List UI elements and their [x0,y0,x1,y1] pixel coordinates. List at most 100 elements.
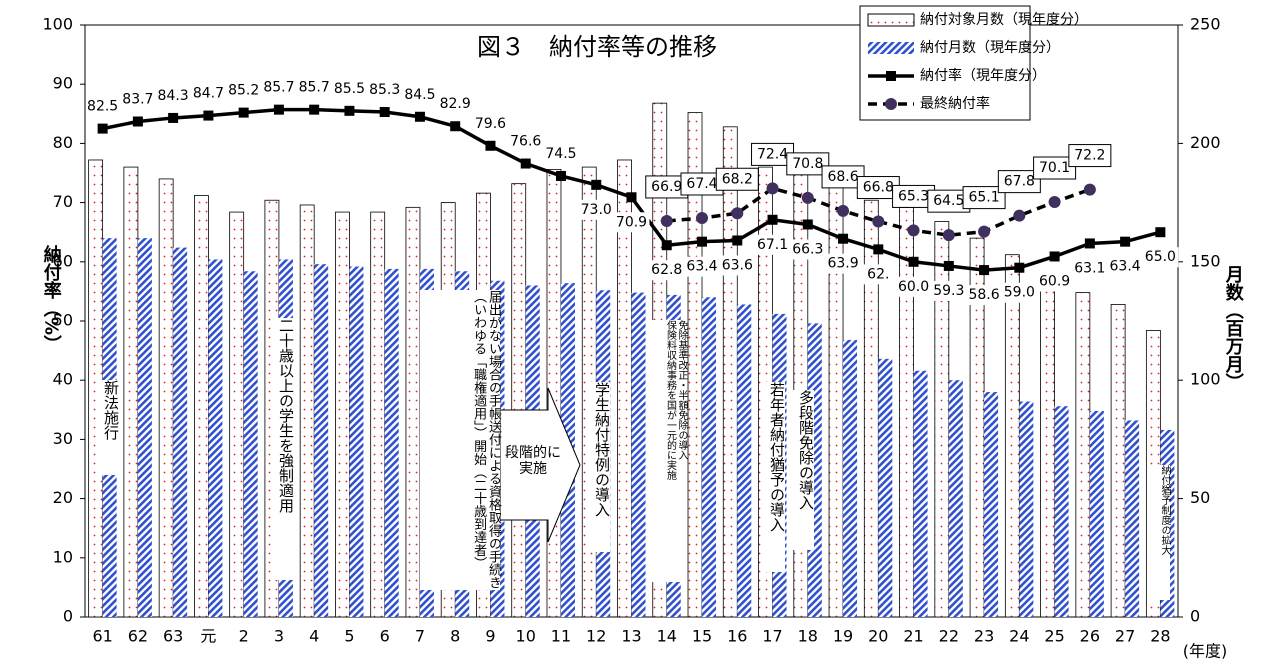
line-marker [591,179,602,190]
line-marker [767,214,778,225]
x-tick-label: 5 [344,627,354,646]
annotation: 段階的に 実施 [505,445,561,478]
value-label: 63.9 [827,256,858,272]
bar [511,183,527,618]
value-label-bg [895,276,932,297]
line-marker [132,116,143,127]
bar [1089,410,1104,617]
bar [384,268,399,617]
line-marker [309,104,320,115]
line-marker [1048,196,1061,209]
bar [158,178,174,618]
bar [335,211,350,618]
value-label: 73.0 [581,202,612,218]
line-marker [168,112,179,123]
bar [843,339,858,617]
value-label: 84.5 [404,87,435,103]
y2-axis-label: 月数（百万月） [1222,265,1244,391]
value-label: 65.0 [1145,249,1176,265]
value-label: 62. [867,266,889,282]
value-label-bg [684,256,721,277]
bar [1040,273,1055,618]
line-marker [1049,251,1060,262]
x-tick-label: 15 [692,627,712,646]
line-marker [801,191,814,204]
legend-label: 納付率（現年度分） [920,67,1046,84]
value-label: 67.8 [1004,174,1035,190]
annotation: 二十歳以上の学生を強制適用 [272,318,295,580]
line-marker [661,240,672,251]
y-tick-label: 40 [53,370,73,389]
bar [299,204,315,618]
value-label: 70.9 [616,214,647,230]
bar [828,183,844,618]
legend-label: 納付対象月数（現年度分） [920,12,1088,28]
value-label: 70.8 [792,156,823,172]
x-tick-label: 4 [309,627,319,646]
value-label: 62.8 [651,262,682,278]
x-tick-label: 20 [868,627,888,646]
value-label: 70.1 [1039,160,1070,176]
value-label: 67.1 [757,237,788,253]
bar [737,304,752,617]
legend-label: 納付月数（現年度分） [920,40,1060,56]
line-marker [766,182,779,195]
value-label-box [962,186,1006,210]
bar [1054,406,1069,617]
line-marker [979,265,990,276]
bar [722,126,738,618]
value-label-bg [930,280,967,301]
legend-label: 最終納付率 [920,95,990,112]
annotation: 学生納付特例の導入 [588,382,611,552]
bar [314,264,329,617]
bar [1019,401,1034,617]
value-label-bg [578,199,615,220]
bar [1004,254,1020,618]
bar [878,358,893,617]
x-tick-label: 3 [274,627,284,646]
y-tick-label: 0 [63,607,73,626]
bar [1125,420,1140,617]
value-label: 63.4 [686,259,717,275]
line-marker [802,219,813,230]
line-marker [1155,227,1166,238]
x-tick-label: 25 [1044,627,1064,646]
value-label-box [1068,144,1112,168]
x-tick-label: 6 [380,627,390,646]
line-marker [626,192,637,203]
bar [984,392,999,617]
y2-tick-label: 250 [1190,15,1221,34]
value-label: 58.6 [968,287,999,303]
legend-marker [886,71,896,81]
x-tick-label: 8 [450,627,460,646]
value-label-bg [1071,258,1108,279]
value-label: 63.6 [722,257,753,273]
bar [349,266,364,617]
bar [631,292,646,617]
line-marker [732,235,743,246]
value-label: 63.1 [1074,260,1105,276]
value-label: 66.8 [863,180,894,196]
value-label-bg [789,239,826,260]
x-tick-label: 27 [1115,627,1135,646]
annotation: 届出がない場合の手帳送付による資格取得の手続き（いわゆる「職権適用」）開始（二十… [420,290,501,590]
value-label-bg [1107,256,1144,277]
bar [173,247,188,618]
value-label: 72.2 [1074,148,1105,164]
line-marker [1014,262,1025,273]
value-label: 60.9 [1039,273,1070,289]
value-label: 83.7 [122,91,153,107]
line-marker [731,207,744,220]
bar [370,211,386,618]
value-label-bg [1142,247,1179,268]
line-marker [1084,238,1095,249]
x-tick-label: 10 [516,627,536,646]
value-label-box [997,170,1041,194]
line-marker [908,256,919,267]
value-label: 64.5 [933,193,964,209]
bar [899,206,914,618]
value-label-bg [648,260,685,281]
x-tick-label: 22 [939,627,959,646]
line-marker [273,104,284,115]
